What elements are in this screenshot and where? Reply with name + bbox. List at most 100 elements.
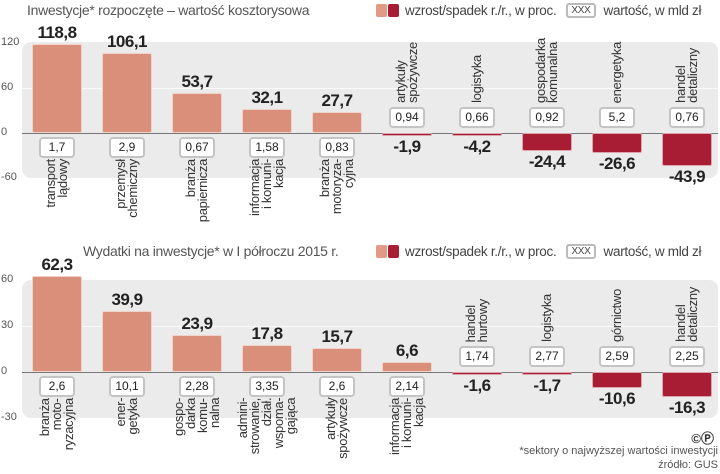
gridline [22,88,718,89]
amount-box: 3,35 [249,376,285,397]
category-label: przemysł chemiczny [113,159,140,218]
bar-value-label: 32,1 [251,87,283,107]
bar-value-label: 53,7 [181,71,213,91]
bar-value-label: -1,7 [533,375,561,395]
bar [452,133,502,137]
category-label: handel detaliczny [673,287,700,342]
category-label-line: nalna [207,398,222,429]
amount-box: 2,6 [319,376,355,397]
amount-box: 2,59 [599,346,635,367]
category-label: branża papiernicza [183,159,210,222]
y-tick-label: 30 [1,319,14,331]
bar [522,372,572,375]
bar-value-label: 106,1 [106,32,148,52]
legend: wzrost/spadek r./r., w proc. XXX wartość… [376,244,702,259]
bar-value-label: -4,2 [463,137,491,157]
legend-swatch-negative [388,245,399,258]
bar-value-label: -1,9 [393,136,421,156]
bar [662,372,712,397]
category-label: handel detaliczny [673,48,700,103]
legend-box: XXX [566,244,596,259]
gridline [22,326,718,327]
legend-swatch-positive [376,4,387,17]
bar [522,133,572,152]
category-label: górnictwo [609,289,624,342]
bar-value-label: -24,4 [528,152,566,172]
bar-value-label: -1,6 [463,375,491,395]
category-label: transport lądowy [43,159,70,208]
category-label: ener-getyka [113,398,140,435]
category-label-line: spożywcze [405,42,420,103]
amount-box: 0,66 [459,107,495,128]
amount-box: 0,94 [389,107,425,128]
bar [662,133,712,166]
amount-box: 2,6 [39,376,75,397]
bar-value-label: 62,3 [41,255,73,275]
category-label: informacja i komuni-kacja [247,159,286,216]
category-label-line: detaliczny [685,48,700,103]
amount-box: 0,67 [179,137,215,158]
category-label: branża motoryza-cyjna [317,159,356,214]
footnote: *sektory o najwyższej wartości inwestycj… [519,445,718,457]
y-tick-label: 60 [1,81,14,93]
y-tick-label: -30 [1,411,17,423]
bar [312,112,362,133]
bar [592,372,642,389]
category-label-line: kacja [271,159,286,188]
y-tick-label: 0 [1,365,8,377]
category-label-line: lądowy [55,159,70,198]
y-tick-label: 120 [1,36,20,48]
category-label-line: górnictwo [609,289,624,342]
amount-box: 2,28 [179,376,215,397]
category-label: admini-strowanie, dział. wspoma-gająca [235,398,298,454]
bar [172,92,222,133]
bar-value-label: -26,6 [598,153,636,173]
amount-box: 0,76 [669,107,705,128]
zero-line [22,133,718,134]
chart-title: Inwestycje* rozpoczęte – wartość kosztor… [27,2,310,18]
bar-value-label: -16,3 [668,397,706,417]
legend-label: wzrost/spadek r./r., w proc. [405,3,557,18]
copyright-logo: ©Ⓟ [691,431,714,446]
category-label: artykuły spożywcze [393,42,420,103]
bar-value-label: 6,6 [395,340,419,360]
category-label-line: komunalna [545,42,560,103]
category-label: handel hurtowy [463,299,490,342]
legend-box-label: wartość, w mld zł [603,244,702,259]
legend: wzrost/spadek r./r., w proc. XXX wartość… [376,3,702,18]
legend-swatch-negative [388,4,399,17]
bar-value-label: 27,7 [321,91,353,111]
category-label-line: energetyka [609,41,624,103]
category-label-line: kacja [411,398,426,427]
bar-value-label: -43,9 [668,166,706,186]
amount-box: 0,92 [529,107,565,128]
category-label: branża moto-ryzacyjna [37,398,76,451]
bar [32,43,82,133]
amount-box: 1,58 [249,137,285,158]
y-tick-label: 60 [1,273,14,285]
amount-box: 2,77 [529,346,565,367]
bar [382,361,432,372]
category-label-line: logistyka [539,294,554,342]
bar [102,310,152,372]
amount-box: 2,14 [389,376,425,397]
category-label-line: ryzacyjna [61,398,76,451]
legend-box: XXX [566,3,596,18]
category-label-line: cyjna [341,159,356,188]
category-label-line: spożywcze [335,398,350,459]
category-label: gospo-darka komu-nalna [171,398,222,436]
category-label: logistyka [469,55,484,103]
zero-line [22,372,718,373]
bar [312,347,362,372]
bar [172,335,222,372]
legend-swatch-positive [376,245,387,258]
bar [102,53,152,133]
category-label-line: gająca [283,398,298,435]
bar [592,133,642,153]
bar [32,276,82,372]
amount-box: 1,7 [39,137,75,158]
category-label: logistyka [539,294,554,342]
bar-value-label: 39,9 [111,289,143,309]
amount-box: 2,25 [669,346,705,367]
bar-value-label: 118,8 [37,22,77,42]
